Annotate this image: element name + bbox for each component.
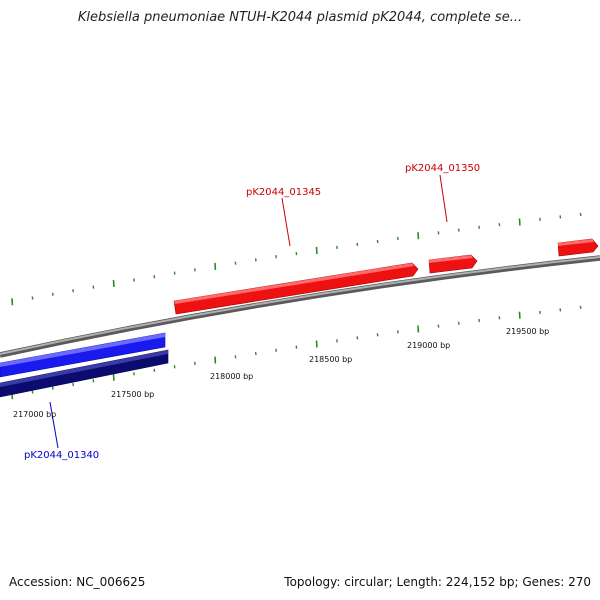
plasmid-backbone-highlight bbox=[0, 256, 600, 355]
inner-tick-track bbox=[11, 305, 582, 400]
scale-label-217000: 217000 bp bbox=[13, 410, 56, 419]
gene-next-forward-arrow-shade bbox=[558, 239, 594, 246]
scale-label-218500: 218500 bp bbox=[309, 355, 352, 364]
label-leader-pK2044_01340 bbox=[49, 401, 59, 449]
scale-label-219500: 219500 bp bbox=[506, 327, 549, 336]
label-leader-pK2044_01350 bbox=[439, 174, 448, 223]
topology-info-text: Topology: circular; Length: 224,152 bp; … bbox=[284, 575, 591, 589]
accession-text: Accession: NC_006625 bbox=[9, 575, 146, 589]
outer-tick-track bbox=[11, 212, 582, 306]
gene-pK2044_01340-arrow-shade bbox=[0, 333, 165, 367]
label-leader-pK2044_01345 bbox=[281, 197, 291, 247]
gene-pK2044_01345-arrow-shade bbox=[174, 263, 414, 304]
gene-reverse-inner-arrow-shade bbox=[0, 350, 168, 387]
scale-label-218000: 218000 bp bbox=[210, 372, 253, 381]
gene-label-pK2044_01345[interactable]: pK2044_01345 bbox=[246, 187, 321, 198]
scale-label-219000: 219000 bp bbox=[407, 341, 450, 350]
plasmid-backbone bbox=[0, 255, 600, 358]
map-title: Klebsiella pneumoniae NTUH-K2044 plasmid… bbox=[77, 10, 523, 25]
gene-pK2044_01350-arrow-shade bbox=[429, 255, 473, 263]
scale-label-217500: 217500 bp bbox=[111, 390, 154, 399]
gene-label-pK2044_01350[interactable]: pK2044_01350 bbox=[405, 163, 480, 174]
gene-label-pK2044_01340[interactable]: pK2044_01340 bbox=[24, 450, 99, 461]
